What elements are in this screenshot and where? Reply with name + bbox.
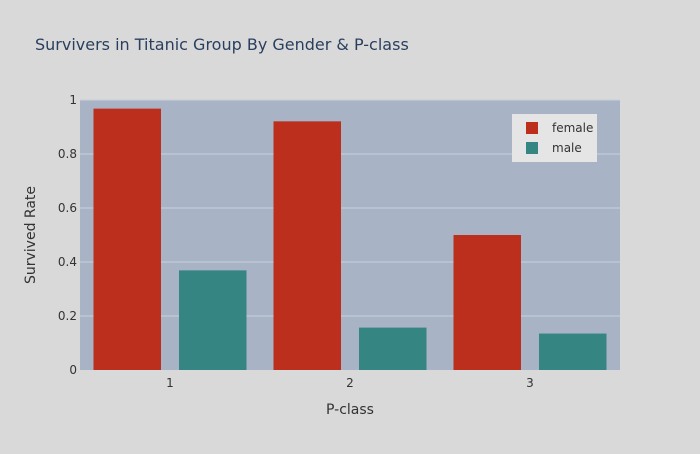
legend[interactable]: female male [512, 114, 597, 162]
bar-female-1[interactable] [93, 108, 162, 370]
bar-male-2[interactable] [359, 327, 427, 370]
y-tick-label: 0 [69, 363, 77, 377]
bar-male-3[interactable] [539, 333, 607, 370]
legend-swatch-female [526, 122, 538, 134]
x-axis-ticks: 1 2 3 [166, 376, 534, 390]
y-tick-label: 0.6 [58, 201, 77, 215]
chart-title: Survivers in Titanic Group By Gender & P… [35, 35, 409, 54]
x-axis-title: P-class [326, 402, 374, 418]
x-tick-label: 2 [346, 376, 354, 390]
bars [93, 108, 607, 370]
legend-label-female: female [552, 121, 593, 135]
x-tick-label: 1 [166, 376, 174, 390]
y-axis-ticks: 0 0.2 0.4 0.6 0.8 1 [58, 93, 77, 377]
bar-female-3[interactable] [453, 235, 522, 370]
y-tick-label: 0.2 [58, 309, 77, 323]
x-tick-label: 3 [526, 376, 534, 390]
y-axis-title: Survived Rate [23, 186, 39, 284]
legend-label-male: male [552, 141, 582, 155]
y-tick-label: 0.4 [58, 255, 77, 269]
gridlines [80, 99, 620, 317]
legend-swatch-male [526, 142, 538, 154]
bar-male-1[interactable] [179, 270, 247, 370]
y-tick-label: 0.8 [58, 147, 77, 161]
bar-female-2[interactable] [273, 121, 342, 370]
legend-items: female male [526, 121, 593, 155]
y-tick-label: 1 [69, 93, 77, 107]
